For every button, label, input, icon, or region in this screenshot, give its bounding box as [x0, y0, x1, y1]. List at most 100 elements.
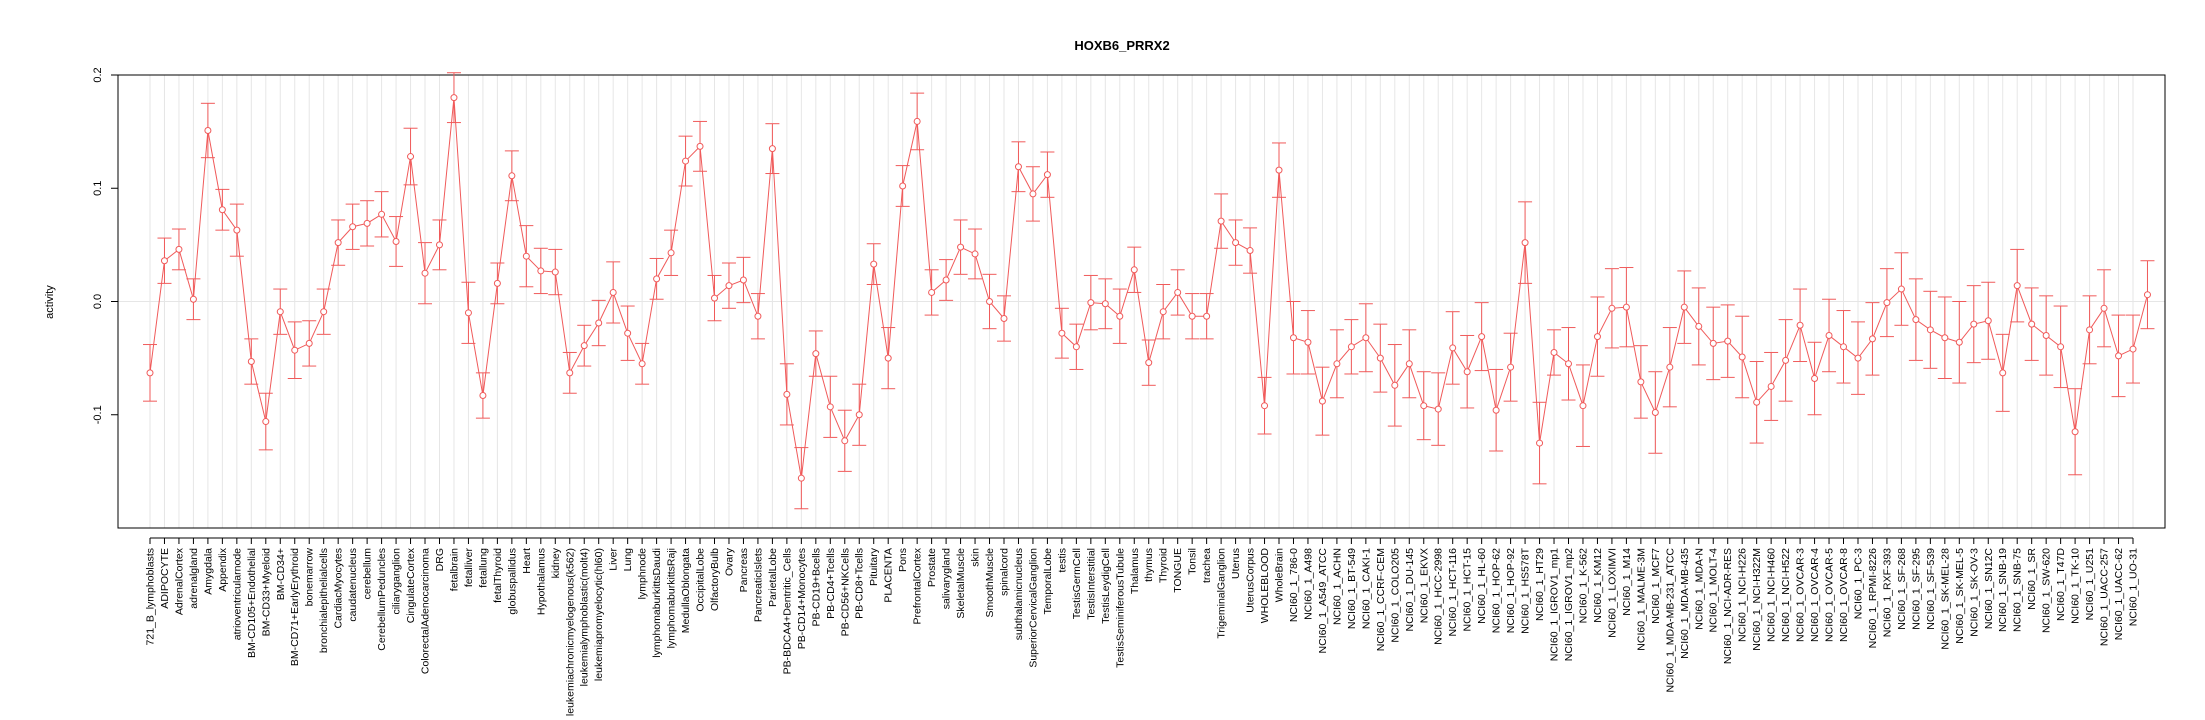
- x-tick-label: NCI60_1_TK-10: [2070, 548, 2082, 624]
- data-point: [1101, 300, 1109, 308]
- x-tick-label: NCI60_1_T47D: [2055, 548, 2067, 621]
- x-tick-label: NCI60_1_SK-MEL-28: [1939, 548, 1951, 650]
- x-tick-label: NCI60_1_UACC-257: [2099, 548, 2111, 646]
- data-point: [189, 295, 197, 303]
- x-tick-label: NCI60_1_MDA-MB-231_ATCC: [1664, 548, 1676, 693]
- x-tick-label: NCI60_1_IGROV1_mp2: [1563, 548, 1575, 661]
- x-tick-label: Thyroid: [1158, 548, 1170, 583]
- x-tick-label: WholeBrain: [1274, 548, 1286, 602]
- x-tick-label: TrigeminalGanglion: [1216, 548, 1228, 639]
- data-point: [1753, 398, 1761, 406]
- x-tick-label: 721_B_lymphoblasts: [145, 548, 157, 645]
- data-point: [378, 210, 386, 218]
- x-tick-label: PB-CD19+Bcells: [810, 548, 822, 627]
- data-point: [1492, 406, 1500, 414]
- data-point: [2143, 291, 2151, 299]
- data-point: [1130, 266, 1138, 274]
- data-point: [2115, 352, 2123, 360]
- x-tick-label: PB-BDCA4+Dentritic_Cells: [781, 548, 793, 674]
- x-tick-label: NCI60_1_MDA-N: [1693, 548, 1705, 630]
- data-point: [493, 279, 501, 287]
- data-point: [291, 346, 299, 354]
- data-point: [1145, 359, 1153, 367]
- data-point: [653, 275, 661, 283]
- x-tick-label: Prostate: [926, 548, 938, 587]
- x-tick-label: NCI60_1_RPMI-8226: [1867, 548, 1879, 649]
- x-tick-label: bronchialepithelialcells: [318, 548, 330, 653]
- x-tick-label: Uterus: [1230, 548, 1242, 579]
- x-tick-label: NCI60_1_SR: [2026, 548, 2038, 610]
- data-point: [1637, 378, 1645, 386]
- x-tick-label: Hypothalamus: [535, 548, 547, 615]
- data-point: [580, 342, 588, 350]
- x-tick-label: leukemiachronicmyelogenous(k562): [564, 548, 576, 716]
- data-point: [1188, 312, 1196, 320]
- x-tick-label: NCI60_1_SF-539: [1925, 548, 1937, 630]
- data-point: [1550, 348, 1558, 356]
- data-point: [1738, 353, 1746, 361]
- data-point: [1362, 334, 1370, 342]
- data-point: [928, 288, 936, 296]
- data-point: [1058, 329, 1066, 337]
- x-tick-label: NCI60_1_HCC-2998: [1433, 548, 1445, 645]
- x-tick-label: NCI60_1_EKVX: [1418, 548, 1430, 623]
- data-point: [1840, 343, 1848, 351]
- data-point: [1666, 363, 1674, 371]
- data-point: [1449, 344, 1457, 352]
- x-tick-label: ColorectalAdenocarcinoma: [420, 548, 432, 674]
- x-tick-label: BM-CD33+Myeloid: [260, 548, 272, 637]
- data-point: [1970, 320, 1978, 328]
- data-point: [392, 237, 400, 245]
- data-point: [942, 276, 950, 284]
- data-point: [870, 260, 878, 268]
- data-point: [1564, 360, 1572, 368]
- data-point: [1217, 217, 1225, 225]
- x-tick-label: NCI60_1_OVCAR-3: [1795, 548, 1807, 642]
- x-tick-label: NCI60_1_MOLT-4: [1708, 548, 1720, 633]
- x-tick-label: fetalliver: [463, 548, 475, 588]
- x-tick-label: cerebellum: [362, 548, 374, 600]
- data-point: [2086, 326, 2094, 334]
- data-point: [1883, 299, 1891, 307]
- x-tick-label: PB-CD8+Tcells: [854, 548, 866, 619]
- data-point: [566, 369, 574, 377]
- data-point: [1391, 381, 1399, 389]
- x-tick-label: OlfactoryBulb: [709, 548, 721, 611]
- data-point: [768, 145, 776, 153]
- x-tick-label: TestisGermCell: [1071, 548, 1083, 619]
- x-tick-label: NCI60_1_UO-31: [2128, 548, 2140, 626]
- y-tick-label: 0.1: [92, 181, 104, 196]
- x-tick-label: kidney: [550, 547, 562, 578]
- chart-title: HOXB6_PRRX2: [1074, 38, 1169, 53]
- x-tick-label: UterusCorpus: [1245, 548, 1257, 613]
- data-point: [1043, 171, 1051, 179]
- x-tick-label: spinalcord: [998, 548, 1010, 596]
- data-point: [595, 319, 603, 327]
- x-axis: 721_B_lymphoblasts ADIPOCYTE AdrenalCortex…: [145, 537, 2140, 716]
- data-point: [363, 219, 371, 227]
- data-point: [2013, 282, 2021, 290]
- x-tick-label: NCI60_1_MCF7: [1650, 548, 1662, 624]
- data-point: [1232, 239, 1240, 247]
- data-point: [739, 276, 747, 284]
- data-point: [421, 269, 429, 277]
- x-tick-label: NCI60_1_BT-549: [1346, 548, 1358, 629]
- x-tick-label: AdrenalCortex: [173, 547, 185, 615]
- x-tick-label: adrenalgland: [188, 548, 200, 609]
- x-tick-label: fetalThyroid: [492, 548, 504, 603]
- data-point: [797, 474, 805, 482]
- x-tick-label: PB-CD14+Monocytes: [796, 548, 808, 649]
- x-tick-label: NCI60_1_RXF-393: [1881, 548, 1893, 637]
- x-tick-label: NCI60_1_SK-OV-3: [1968, 548, 1980, 637]
- data-point: [1767, 382, 1775, 390]
- data-point: [1854, 354, 1862, 362]
- data-point: [754, 312, 762, 320]
- data-point: [1782, 356, 1790, 364]
- data-point: [1246, 247, 1254, 255]
- data-point: [305, 339, 313, 347]
- data-point: [407, 153, 415, 161]
- x-tick-label: TONGUE: [1172, 548, 1184, 593]
- x-tick-label: NCI60_1_DU-145: [1404, 548, 1416, 632]
- data-point: [537, 267, 545, 275]
